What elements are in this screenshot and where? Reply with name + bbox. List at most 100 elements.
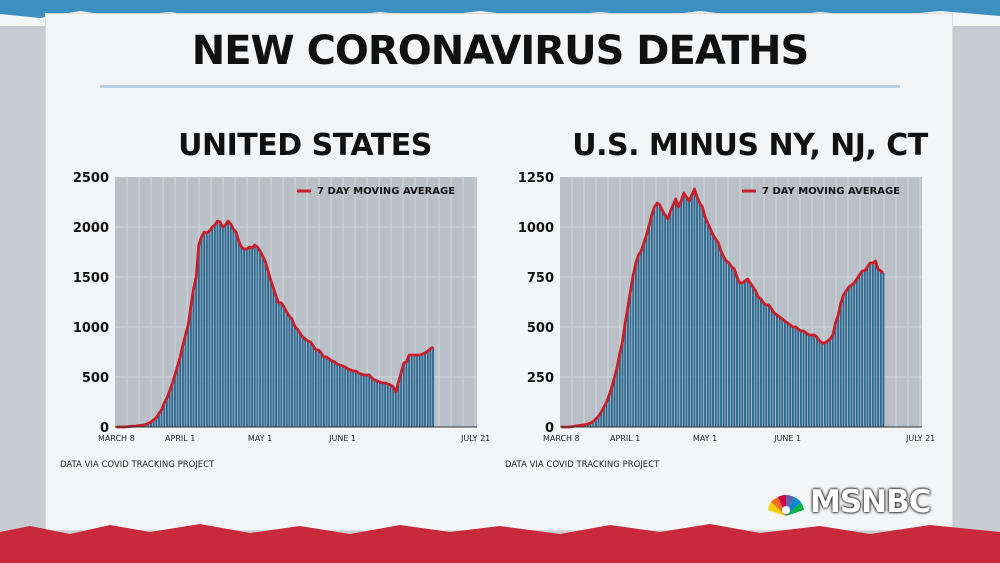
y-tick-label: 1000 [518,221,554,236]
daily-bar [746,279,749,427]
daily-bar [277,303,280,427]
daily-bar [621,341,624,427]
daily-bar [426,351,429,427]
daily-bar [149,422,152,427]
daily-bar [176,366,179,427]
data-source-label: DATA VIA COVID TRACKING PROJECT [505,460,660,470]
daily-bar [730,267,733,427]
daily-bar [863,271,866,427]
daily-bar [381,383,384,427]
daily-bar [325,357,328,427]
y-tick-label: 1500 [73,271,109,286]
peacock-icon [768,495,804,516]
daily-bar [181,345,184,427]
daily-bar [275,296,277,427]
daily-bar [813,335,816,427]
daily-bar [791,327,794,427]
chart-title-us: UNITED STATES [178,128,432,163]
daily-bar [879,271,882,427]
daily-bar [877,269,880,427]
daily-bar [629,291,632,427]
daily-bar [408,355,411,427]
daily-bar [818,341,821,427]
daily-bar [197,245,200,427]
daily-bar [605,402,608,427]
daily-bar [237,241,240,427]
daily-bar [235,232,238,427]
daily-bar [834,323,837,427]
daily-bar [221,227,224,427]
daily-bar [312,346,315,427]
daily-bar [752,287,754,427]
daily-bar [253,245,256,427]
daily-bar [400,373,403,427]
daily-bar [322,357,325,427]
daily-bar [333,362,336,427]
daily-bar [725,261,728,427]
daily-bar [613,377,616,427]
daily-bar [826,341,829,427]
daily-bar [685,197,688,427]
daily-bar [650,215,653,427]
daily-bar [378,382,381,427]
daily-bar [837,315,840,427]
daily-bar [616,367,619,427]
daily-bar [189,306,192,427]
daily-bar [432,347,435,427]
daily-bar [698,203,701,427]
y-tick-label: 0 [100,421,109,436]
daily-bar [261,256,264,427]
daily-bar [762,303,765,427]
daily-bar [767,305,770,427]
daily-bar [858,275,861,427]
daily-bar [688,201,691,427]
daily-bar [642,243,645,427]
daily-bar [783,321,786,427]
daily-bar [410,355,413,427]
daily-bar [304,339,307,427]
daily-bar [594,419,597,427]
daily-bar [171,384,174,427]
daily-bar [192,289,195,427]
daily-bar [344,367,347,427]
daily-bar [589,423,592,427]
x-tick-label: APRIL 1 [165,434,195,443]
daily-bar [602,407,605,427]
daily-bar [184,335,187,427]
daily-bar [227,221,230,427]
daily-bar [701,207,704,427]
daily-bar [349,370,352,427]
daily-bar [229,224,232,427]
daily-bar [720,251,722,427]
daily-bar [690,195,693,427]
legend-label: 7 DAY MOVING AVERAGE [317,186,455,197]
daily-bar [637,255,640,427]
daily-bar [797,329,800,427]
daily-bar [168,391,171,427]
moving-average-line [561,187,885,429]
daily-bar [352,371,355,427]
daily-bar [157,413,160,427]
daily-bar [728,263,730,427]
daily-bar [717,243,720,427]
daily-bar [693,189,696,427]
daily-bar [815,337,818,427]
daily-bar [405,362,408,427]
chart-title-us-minus: U.S. MINUS NY, NJ, CT [572,128,928,163]
daily-bar [320,353,323,427]
daily-bar [757,297,760,427]
daily-bar [855,279,858,427]
daily-bar [853,283,856,427]
legend-label: 7 DAY MOVING AVERAGE [762,186,900,197]
daily-bar [283,307,285,427]
daily-bar [786,323,789,427]
daily-bar [288,316,291,427]
daily-bar [299,333,301,427]
daily-bar [296,329,299,427]
daily-bar [429,349,432,427]
daily-bar [850,285,853,427]
daily-bar [709,229,712,427]
daily-bar [424,353,427,427]
daily-bar [346,369,349,427]
